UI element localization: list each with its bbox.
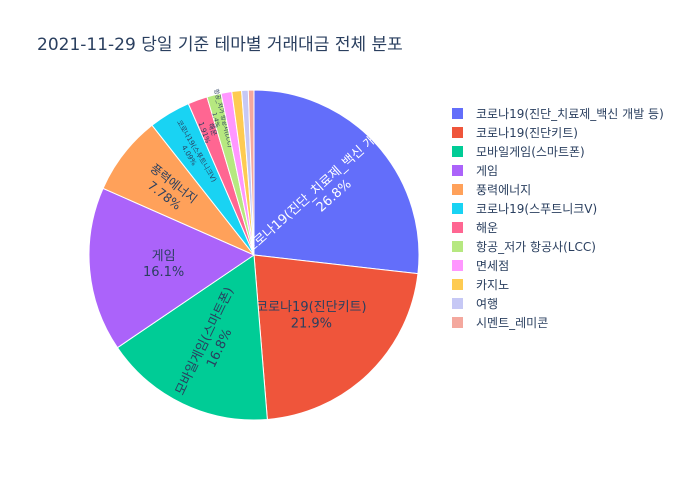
legend-swatch — [452, 203, 463, 214]
legend-item[interactable]: 여행 — [452, 294, 664, 313]
legend-item[interactable]: 항공_저가 항공사(LCC) — [452, 237, 664, 256]
legend-item[interactable]: 면세점 — [452, 256, 664, 275]
legend-label: 모바일게임(스마트폰) — [476, 145, 585, 159]
chart-title: 2021-11-29 당일 기준 테마별 거래대금 전체 분포 — [37, 35, 403, 55]
slice-label-value: 16.1% — [143, 265, 184, 280]
legend-swatch — [452, 222, 463, 233]
legend-label: 해운 — [476, 221, 499, 235]
legend-swatch — [452, 241, 463, 252]
legend-label: 면세점 — [476, 259, 510, 273]
slice-label-name: 코로나19(진단키트) — [256, 300, 366, 315]
legend-swatch — [452, 298, 463, 309]
legend-item[interactable]: 카지노 — [452, 275, 664, 294]
legend-swatch — [452, 317, 463, 328]
slice-label-name: 게임 — [152, 249, 176, 264]
slice-label-value: 1.4% — [210, 112, 221, 129]
legend-swatch — [452, 108, 463, 119]
legend-label: 코로나19(진단키트) — [476, 126, 578, 140]
legend-label: 코로나19(진단_치료제_백신 개발 등) — [476, 107, 664, 121]
legend-item[interactable]: 게임 — [452, 161, 664, 180]
legend-label: 여행 — [476, 297, 499, 311]
slice-label-value: 21.9% — [291, 316, 332, 331]
legend-swatch — [452, 184, 463, 195]
legend-label: 코로나19(스푸트니크V) — [476, 202, 598, 216]
legend-item[interactable]: 코로나19(진단_치료제_백신 개발 등) — [452, 104, 664, 123]
pie-slice[interactable] — [88, 187, 256, 349]
legend-item[interactable]: 풍력에너지 — [452, 180, 664, 199]
legend-item[interactable]: 코로나19(진단키트) — [452, 123, 664, 142]
legend-swatch — [452, 146, 463, 157]
legend[interactable]: 코로나19(진단_치료제_백신 개발 등) 코로나19(진단키트) 모바일게임(스마… — [452, 104, 664, 332]
legend-swatch — [452, 127, 463, 138]
legend-label: 풍력에너지 — [476, 183, 532, 197]
legend-item[interactable]: 모바일게임(스마트폰) — [452, 142, 664, 161]
legend-item[interactable]: 시멘트_레미콘 — [452, 313, 664, 332]
legend-swatch — [452, 260, 463, 271]
legend-swatch — [452, 279, 463, 290]
slice-label: 코로나19(진단키트)21.9% — [256, 300, 366, 331]
pie-slice[interactable] — [247, 89, 255, 256]
legend-swatch — [452, 165, 463, 176]
legend-item[interactable]: 코로나19(스푸트니크V) — [452, 199, 664, 218]
legend-label: 시멘트_레미콘 — [476, 316, 549, 330]
legend-item[interactable]: 해운 — [452, 218, 664, 237]
pie-slice[interactable] — [253, 89, 420, 275]
pie-slice[interactable] — [253, 254, 419, 420]
legend-label: 항공_저가 항공사(LCC) — [476, 240, 596, 254]
legend-label: 게임 — [476, 164, 499, 178]
pie-slice[interactable] — [116, 254, 268, 421]
legend-label: 카지노 — [476, 278, 510, 292]
